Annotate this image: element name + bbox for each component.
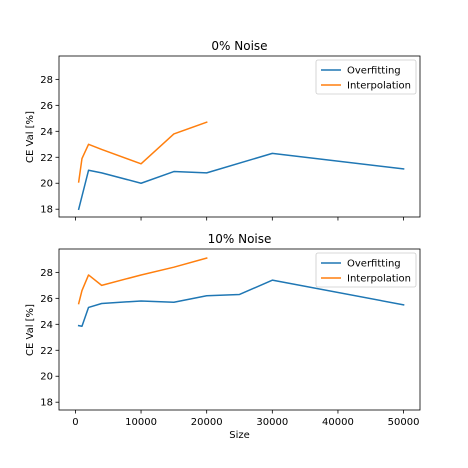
panel-0-noise-y-tick-label: 20 (40, 179, 53, 190)
panel-10-noise-y-tick-label: 22 (40, 346, 53, 357)
panel-10-noise: 10% Noise 18 20 22 24 26 28 0 10000 20000 30000 40… (25, 232, 421, 441)
panel-0-noise-series-overfitting-line (77, 152, 405, 211)
panel-0-noise-legend: Overfitting Interpolation (315, 59, 417, 95)
panel-10-noise-title: 10% Noise (208, 232, 272, 246)
panel-0-noise-y-tick-label: 18 (40, 205, 53, 216)
panel-0-noise-title: 0% Noise (211, 39, 267, 53)
panel-0-noise-legend-label-interpolation: Interpolation (347, 81, 411, 92)
panel-10-noise-x-tick-label: 40000 (322, 417, 354, 428)
panel-0-noise-series-interpolation-line (77, 121, 208, 183)
panel-10-noise-x-tick-label: 10000 (125, 417, 157, 428)
panel-10-noise-axes-frame (58, 248, 421, 411)
panel-0-noise-y-tick-label: 26 (40, 101, 53, 112)
panel-10-noise-y-axis-title: CE Val [%] (25, 304, 36, 356)
panel-10-noise-y-tick-label: 26 (40, 294, 53, 305)
panel-10-noise-x-tick-label: 0 (72, 417, 78, 428)
panel-10-noise-y-tick-label: 18 (40, 398, 53, 409)
panel-10-noise-x-tick-label: 50000 (388, 417, 420, 428)
panel-0-noise-y-axis-title: CE Val [%] (25, 111, 36, 163)
panel-0-noise-axes-frame (58, 55, 421, 218)
panel-10-noise-y-tick-label: 20 (40, 372, 53, 383)
panel-0-noise: 0% Noise 18 20 22 24 26 28 Overfitting Interpol… (25, 39, 421, 221)
panel-10-noise-y-tick-label: 28 (40, 268, 53, 279)
panel-0-noise-y-tick-label: 24 (40, 127, 53, 138)
panel-0-noise-plot: 18 20 22 24 26 28 Overfitting Interpolation (40, 55, 421, 221)
panel-10-noise-legend-label-overfitting: Overfitting (347, 259, 401, 270)
panel-0-noise-y-tick-label: 22 (40, 153, 53, 164)
panel-0-noise-legend-label-overfitting: Overfitting (347, 66, 401, 77)
panel-10-noise-plot: 18 20 22 24 26 28 0 10000 20000 30000 40000 50000 Ov… (40, 248, 421, 428)
panel-10-noise-legend-label-interpolation: Interpolation (347, 274, 411, 285)
panel-10-noise-series-overfitting-line (77, 279, 405, 327)
panel-10-noise-legend: Overfitting Interpolation (315, 252, 417, 288)
panel-10-noise-x-tick-label: 20000 (191, 417, 223, 428)
panel-10-noise-x-axis-title: Size (229, 430, 250, 441)
panel-0-noise-y-tick-label: 28 (40, 75, 53, 86)
panel-10-noise-series-interpolation-line (77, 257, 208, 305)
panel-10-noise-y-tick-label: 24 (40, 320, 53, 331)
panel-10-noise-x-tick-label: 30000 (256, 417, 288, 428)
